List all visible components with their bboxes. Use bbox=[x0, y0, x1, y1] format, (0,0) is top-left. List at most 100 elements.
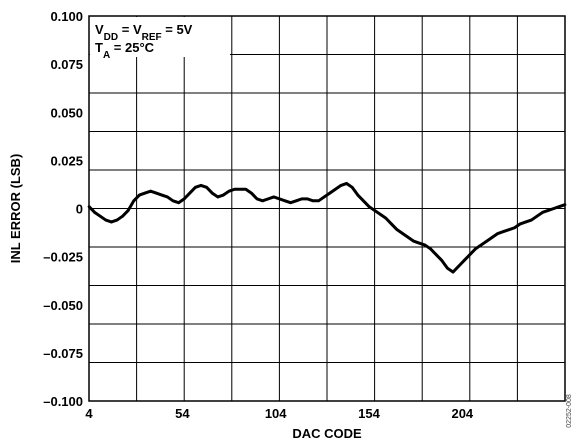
data-point bbox=[513, 226, 516, 230]
data-point bbox=[171, 199, 175, 203]
figure-code: 02252-008 bbox=[566, 394, 573, 428]
data-point bbox=[440, 259, 444, 262]
y-tick-label: 0.100 bbox=[50, 9, 83, 24]
annotation-box: VDD = VREF = 5V TA = 25°C bbox=[90, 17, 230, 61]
x-axis-title: DAC CODE bbox=[292, 426, 362, 441]
data-point bbox=[188, 191, 192, 195]
data-point bbox=[238, 187, 242, 191]
data-point bbox=[205, 186, 208, 189]
data-point bbox=[138, 193, 141, 197]
annotation-a: A bbox=[103, 50, 110, 61]
data-point bbox=[182, 197, 186, 201]
x-tick-label: 4 bbox=[85, 406, 93, 421]
data-point bbox=[222, 193, 225, 197]
data-point bbox=[502, 230, 505, 233]
y-tick-label: –0.025 bbox=[43, 250, 83, 265]
data-point bbox=[278, 197, 281, 201]
data-point bbox=[300, 197, 304, 201]
data-point bbox=[177, 201, 180, 205]
y-tick-label: 0.050 bbox=[50, 105, 83, 120]
data-point bbox=[216, 195, 220, 199]
data-point bbox=[244, 187, 248, 191]
data-point bbox=[154, 191, 158, 195]
y-tick-label: –0.050 bbox=[43, 298, 83, 313]
data-point bbox=[468, 253, 472, 256]
data-point bbox=[401, 232, 404, 235]
data-point bbox=[429, 247, 432, 251]
annotation-eq-v: = V bbox=[118, 22, 142, 37]
data-point bbox=[126, 209, 130, 212]
data-point bbox=[350, 186, 354, 189]
data-point bbox=[563, 203, 567, 206]
data-point bbox=[93, 211, 96, 214]
data-point bbox=[479, 243, 483, 247]
y-tick-label: –0.075 bbox=[43, 346, 83, 361]
annotation-vdd-vref: VDD = VREF = 5V bbox=[95, 22, 193, 43]
data-point bbox=[457, 264, 460, 268]
data-point bbox=[250, 191, 253, 195]
data-point bbox=[143, 191, 147, 195]
data-point bbox=[356, 193, 360, 197]
data-point bbox=[378, 212, 382, 216]
data-point bbox=[334, 187, 337, 191]
y-tick-label: 0 bbox=[76, 202, 83, 217]
data-point bbox=[199, 184, 203, 187]
data-point bbox=[132, 199, 136, 203]
data-point bbox=[110, 220, 113, 224]
data-point bbox=[194, 186, 197, 189]
annotation-t: T bbox=[95, 40, 103, 55]
data-point bbox=[485, 239, 488, 243]
data-point bbox=[227, 189, 231, 193]
annotation-v: V bbox=[95, 22, 104, 37]
data-point bbox=[210, 191, 214, 195]
y-tick-label: 0.075 bbox=[50, 57, 83, 72]
data-point bbox=[367, 205, 371, 208]
data-point bbox=[233, 187, 236, 191]
series-layer bbox=[87, 181, 567, 274]
data-point bbox=[541, 211, 544, 214]
data-point bbox=[546, 209, 550, 212]
x-tick-label: 204 bbox=[451, 406, 473, 421]
x-tick-label: 154 bbox=[358, 406, 380, 421]
annotation-dd: DD bbox=[104, 32, 118, 43]
data-point bbox=[322, 195, 326, 199]
annotation-ref: REF bbox=[142, 32, 162, 43]
data-point bbox=[507, 228, 511, 231]
y-tick-label: –0.100 bbox=[43, 394, 83, 409]
data-point bbox=[294, 199, 298, 203]
data-point bbox=[558, 205, 561, 208]
data-point bbox=[373, 209, 376, 212]
data-point bbox=[524, 220, 528, 224]
data-point bbox=[518, 222, 522, 226]
y-tick-label: 0.025 bbox=[50, 153, 83, 168]
y-axis-title: INL ERROR (LSB) bbox=[8, 154, 23, 264]
data-point bbox=[261, 199, 264, 203]
data-point bbox=[490, 236, 494, 239]
data-point bbox=[311, 199, 315, 203]
data-point bbox=[390, 222, 393, 226]
data-point bbox=[423, 243, 427, 247]
data-point bbox=[462, 259, 466, 262]
data-point bbox=[412, 239, 416, 243]
data-point bbox=[395, 228, 399, 231]
data-point bbox=[362, 199, 365, 203]
data-point bbox=[446, 266, 449, 270]
data-point bbox=[496, 232, 500, 235]
data-point bbox=[306, 197, 309, 201]
data-point bbox=[98, 214, 102, 218]
annotation-5v: = 5V bbox=[162, 22, 193, 37]
x-tick-label: 54 bbox=[175, 406, 190, 421]
annotation-25c: = 25°C bbox=[110, 40, 154, 55]
data-point bbox=[104, 218, 108, 222]
data-point bbox=[115, 218, 119, 222]
data-point bbox=[406, 236, 410, 239]
grid-layer bbox=[89, 16, 565, 401]
data-point bbox=[283, 199, 287, 203]
data-point bbox=[530, 218, 533, 222]
data-point bbox=[384, 216, 388, 220]
data-point bbox=[328, 191, 332, 195]
data-point bbox=[418, 241, 421, 245]
data-point bbox=[255, 197, 259, 201]
x-tick-label: 104 bbox=[265, 406, 287, 421]
